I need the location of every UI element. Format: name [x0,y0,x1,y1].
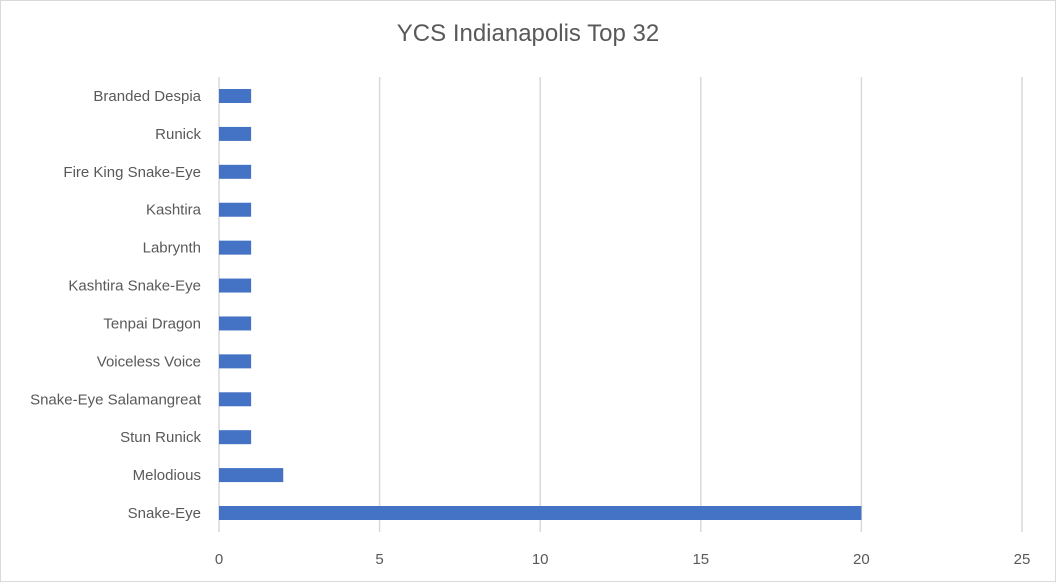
category-label: Fire King Snake-Eye [63,164,201,181]
bars [219,89,862,520]
x-tick-label: 5 [375,551,383,568]
bar-tenpai-dragon [219,316,252,331]
bar-labrynth [219,240,252,255]
bar-voiceless-voice [219,354,252,369]
category-label: Labrynth [143,240,201,257]
category-label: Melodious [133,467,201,484]
bar-snake-eye-salamangreat [219,392,252,407]
bar-stun-runick [219,430,252,445]
x-tick-label: 15 [692,551,709,568]
bar-runick [219,126,252,141]
bar-snake-eye [219,506,862,520]
bar-kashtira [219,202,252,217]
bar-branded-despia [219,89,252,103]
bar-kashtira-snake-eye [219,278,252,293]
x-tick-label: 0 [215,551,223,568]
x-tick-label: 20 [853,551,870,568]
bar-fire-king-snake-eye [219,164,252,179]
category-label: Kashtira Snake-Eye [68,278,201,295]
category-label: Tenpai Dragon [103,315,201,332]
grid-lines [218,77,1023,532]
x-tick-label: 10 [532,551,549,568]
category-label: Runick [155,126,201,143]
category-label: Branded Despia [93,88,201,105]
category-label: Stun Runick [120,429,201,446]
category-label: Voiceless Voice [97,353,201,370]
category-labels: Branded Despia Runick Fire King Snake-Eye K… [30,88,202,522]
bar-melodious [219,468,284,483]
category-label: Snake-Eye [128,505,201,522]
category-label: Snake-Eye Salamangreat [30,391,202,408]
x-tick-labels: 0 5 10 15 20 25 [215,551,1031,568]
x-tick-label: 25 [1014,551,1031,568]
category-label: Kashtira [146,202,202,219]
chart-title: YCS Indianapolis Top 32 [396,20,660,47]
